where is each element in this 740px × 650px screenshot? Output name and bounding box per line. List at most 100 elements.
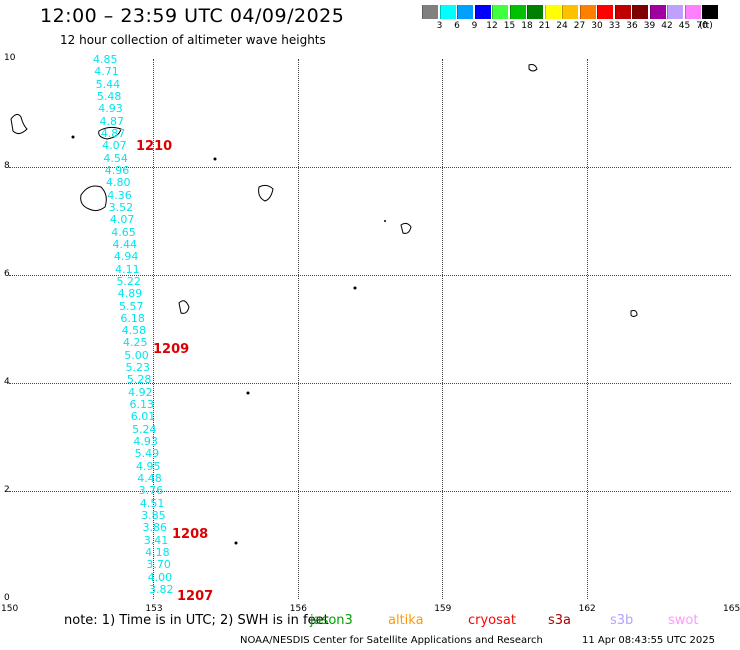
wave-height-label: 5.00 xyxy=(124,348,149,362)
x-tick-label: 159 xyxy=(434,604,452,614)
y-tick-label: 4 xyxy=(4,377,10,387)
wave-height-label: 4.11 xyxy=(115,262,140,276)
wave-height-label: 4.95 xyxy=(135,459,161,473)
generated-timestamp: 11 Apr 08:43:55 UTC 2025 xyxy=(582,635,715,646)
wave-height-label: 5.24 xyxy=(132,422,157,436)
grid-line xyxy=(586,59,588,599)
wave-height-label: 5.23 xyxy=(125,361,151,375)
color-swatch xyxy=(439,5,456,19)
color-swatch xyxy=(702,5,718,19)
color-swatch xyxy=(527,5,543,19)
satellite-legend-item: jason3 xyxy=(310,613,353,628)
color-scale-unit: (ft) xyxy=(699,21,713,31)
color-swatch xyxy=(544,5,561,19)
satellite-legend-item: altika xyxy=(388,613,424,628)
y-tick-label: 8 xyxy=(4,161,10,171)
x-tick-label: 150 xyxy=(1,604,19,614)
wave-height-label: 4.18 xyxy=(145,546,170,560)
satellite-legend-item: s3a xyxy=(548,613,572,628)
wave-height-label: 3.52 xyxy=(108,200,134,214)
color-swatch xyxy=(614,5,631,19)
color-swatch xyxy=(492,5,508,19)
wave-height-label: 4.07 xyxy=(109,213,135,227)
color-scale-label: 15 xyxy=(503,21,516,31)
color-swatch xyxy=(667,5,683,19)
wave-height-label: 4.65 xyxy=(111,225,136,239)
island xyxy=(178,300,190,314)
wave-height-label: 4.92 xyxy=(128,385,153,399)
wave-height-label: 4.87 xyxy=(99,114,125,128)
credit-line: NOAA/NESDIS Center for Satellite Applica… xyxy=(240,635,543,646)
island xyxy=(246,391,250,395)
page-subtitle: 12 hour collection of altimeter wave hei… xyxy=(60,33,326,47)
wave-height-label: 3.85 xyxy=(141,509,166,523)
island xyxy=(234,541,238,545)
island xyxy=(10,113,28,135)
color-scale-label: 24 xyxy=(556,21,568,31)
wave-height-label: 4.48 xyxy=(137,472,162,486)
island xyxy=(98,126,122,140)
island xyxy=(528,64,538,72)
wave-height-label: 6.18 xyxy=(120,311,145,325)
wave-height-label: 5.44 xyxy=(95,77,121,91)
wave-height-label: 4.94 xyxy=(113,250,139,264)
footer-note: note: 1) Time is in UTC; 2) SWH is in fe… xyxy=(64,613,329,628)
satellite-legend-item: s3b xyxy=(610,613,634,628)
island xyxy=(400,222,412,234)
pass-time-label: 1208 xyxy=(172,527,209,542)
color-swatch xyxy=(457,5,473,19)
island xyxy=(71,135,75,139)
coastline-layer xyxy=(10,64,638,545)
wave-height-label: 6.01 xyxy=(130,410,156,424)
wave-height-label: 5.22 xyxy=(116,274,141,288)
wave-height-label: 4.87 xyxy=(100,126,126,140)
island xyxy=(80,185,107,212)
pass-time-label: 1207 xyxy=(177,589,214,604)
island xyxy=(384,220,386,222)
grid-line xyxy=(153,59,155,599)
wave-height-label: 4.54 xyxy=(103,151,128,165)
wave-height-label: 3.82 xyxy=(149,583,174,596)
island xyxy=(353,286,357,290)
island xyxy=(630,310,638,317)
color-scale-label: 42 xyxy=(661,21,673,31)
map-panel: 4.85 4.71 5.44 5.48 4.93 4.87 4.87 4.07 4.54 4.96… xyxy=(9,53,731,604)
wave-height-label: 3.76 xyxy=(138,484,164,498)
x-tick-label: 165 xyxy=(723,604,740,614)
grid-line xyxy=(9,167,731,168)
wave-height-label: 3.41 xyxy=(143,533,169,547)
color-swatch xyxy=(597,5,613,19)
color-scale-label: 30 xyxy=(591,21,603,31)
island xyxy=(258,184,274,202)
wave-height-label: 4.96 xyxy=(104,163,130,177)
color-swatch xyxy=(649,5,666,19)
color-scale-label: 21 xyxy=(538,21,551,31)
wave-height-label: 4.51 xyxy=(139,496,165,510)
y-tick-label: 0 xyxy=(4,593,10,603)
color-scale-label: 33 xyxy=(608,21,621,31)
wave-height-label: 5.57 xyxy=(119,299,144,313)
wave-height-label: 4.25 xyxy=(122,336,148,350)
grid-line xyxy=(9,491,731,492)
wave-height-label: 6.13 xyxy=(129,398,154,412)
wave-height-label: 5.48 xyxy=(96,89,122,103)
wave-height-label: 3.70 xyxy=(146,558,171,572)
wave-height-label: 4.85 xyxy=(93,53,118,66)
x-tick-label: 153 xyxy=(145,604,163,614)
wave-height-label: 4.44 xyxy=(112,237,138,251)
wave-height-label: 4.80 xyxy=(106,176,131,190)
grid-line xyxy=(9,275,731,276)
color-scale-label: 45 xyxy=(678,21,691,31)
satellite-legend-item: swot xyxy=(668,613,699,628)
wave-height-label: 5.28 xyxy=(126,373,152,387)
wave-height-label: 4.93 xyxy=(133,435,158,449)
color-scale-label: 9 xyxy=(471,21,478,31)
wave-height-label: 4.00 xyxy=(147,570,173,584)
color-scale-label: 39 xyxy=(643,21,656,31)
wave-height-label: 5.49 xyxy=(134,447,160,461)
grid-line xyxy=(9,383,731,384)
color-swatch xyxy=(474,5,491,19)
color-scale-label: 36 xyxy=(626,21,638,31)
grid-line xyxy=(297,59,299,599)
pass-time-label: 1209 xyxy=(153,342,190,357)
